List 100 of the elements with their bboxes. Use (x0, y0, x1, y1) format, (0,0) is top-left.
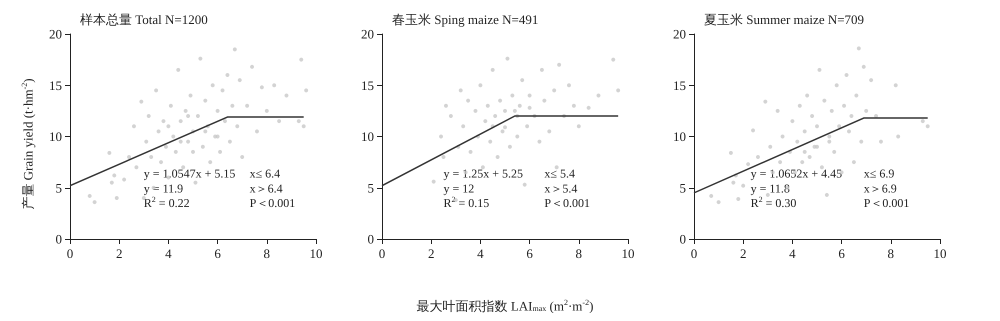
y-tick-label: 20 (49, 26, 62, 42)
point (461, 124, 466, 128)
point (834, 83, 839, 88)
x-tick-label: 8 (264, 246, 270, 261)
point (503, 125, 507, 130)
x-tick-label: 10 (310, 246, 322, 261)
x-tick-label: 6 (526, 246, 534, 261)
x-tick-label: 8 (576, 246, 582, 261)
point (468, 150, 473, 154)
point (874, 114, 878, 118)
point (896, 134, 900, 138)
point (756, 155, 760, 159)
point (810, 114, 814, 118)
point (864, 108, 868, 113)
annotation: y = 1.0547x + 5.15 (144, 166, 236, 180)
point (790, 119, 794, 124)
y-tick-label: 0 (680, 232, 686, 246)
chart-title: 夏玉米 Summer maize N=709 (704, 12, 864, 27)
point (522, 182, 527, 187)
point (525, 124, 530, 128)
point (528, 94, 532, 98)
point (540, 68, 544, 72)
point (776, 108, 780, 113)
point (500, 129, 505, 134)
point (586, 106, 591, 110)
annotation: y = 11.8 (750, 181, 790, 196)
point (728, 150, 733, 155)
point (716, 200, 721, 204)
point (869, 78, 874, 82)
point (432, 180, 436, 184)
y-tick-label: 20 (673, 26, 686, 42)
x-tick-label: 0 (378, 246, 386, 261)
annotation: x＞6.4 (250, 181, 283, 196)
point (515, 134, 520, 138)
point (878, 140, 883, 144)
point (554, 165, 559, 170)
point (480, 165, 485, 170)
y-tick-label: 5 (56, 180, 62, 196)
point (926, 124, 930, 128)
x-tick-label: 4 (477, 246, 484, 261)
point (849, 114, 854, 118)
x-tick-label: 2 (428, 246, 434, 261)
y-tick-label: 5 (368, 180, 374, 196)
y-tick-label: 10 (49, 129, 62, 144)
point (859, 140, 864, 144)
y-tick-label: 0 (56, 232, 62, 246)
point (576, 124, 581, 128)
point (528, 106, 532, 110)
point (815, 124, 819, 128)
point (731, 180, 736, 185)
point (503, 108, 507, 113)
annotation: y = 11.9 (144, 181, 184, 196)
point (552, 88, 556, 92)
annotation: x＞5.4 (544, 181, 578, 196)
point (800, 160, 804, 164)
point (458, 88, 463, 92)
x-tick-label: 2 (740, 246, 746, 261)
point (444, 104, 448, 108)
point (616, 88, 620, 92)
point (920, 119, 925, 124)
y-tick-label: 10 (361, 129, 374, 144)
point (512, 108, 517, 113)
point (736, 197, 740, 202)
x-tick-label: 2 (116, 246, 122, 261)
annotation: P＜0.001 (250, 196, 296, 210)
point (795, 140, 800, 144)
point (709, 194, 714, 198)
annotation: y = 12 (444, 181, 474, 196)
annotation: x＞6.9 (864, 181, 897, 196)
point (844, 73, 849, 77)
x-tick-label: 4 (789, 246, 796, 261)
point (854, 94, 858, 98)
point (766, 192, 770, 197)
annotation: P＜0.001 (864, 196, 910, 210)
point (817, 68, 822, 72)
x-tick-label: 10 (934, 246, 946, 261)
y-tick-label: 15 (49, 78, 62, 93)
annotation: y = 1.25x + 5.25 (444, 166, 524, 180)
point (566, 83, 571, 88)
point (822, 98, 826, 103)
y-tick-label: 20 (361, 26, 374, 42)
point (439, 134, 444, 138)
annotation: x≤ 6.9 (864, 166, 894, 180)
point (473, 108, 478, 113)
point (490, 68, 495, 72)
point (505, 56, 510, 61)
point (466, 98, 470, 103)
point (488, 140, 492, 144)
point (815, 144, 819, 149)
point (808, 155, 812, 159)
point (894, 83, 898, 88)
point (510, 94, 514, 98)
chart-title: 春玉米 Sping maize N=491 (392, 12, 538, 27)
point (798, 104, 802, 108)
point (572, 104, 576, 108)
point (846, 129, 851, 134)
point (802, 129, 807, 134)
point (537, 140, 542, 144)
x-tick-label: 0 (66, 246, 74, 261)
point (542, 98, 546, 103)
